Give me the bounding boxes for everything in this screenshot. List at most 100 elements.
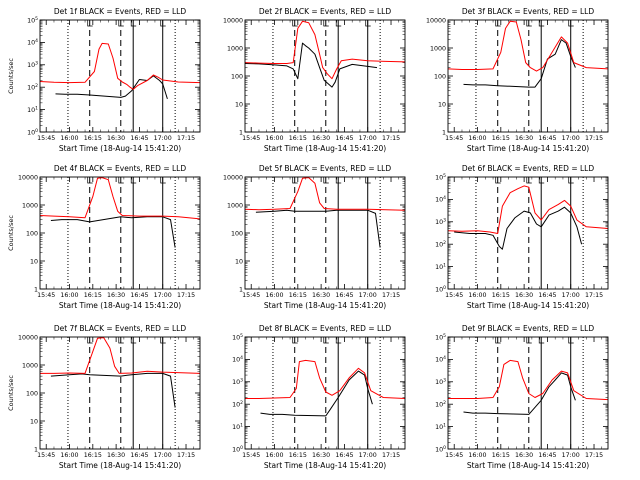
y-tick-label: 10 [438, 101, 446, 108]
x-axis-label: Start Time (18-Aug-14 15:41:20) [467, 461, 589, 470]
x-tick-label: 15:45 [445, 452, 463, 459]
y-tick-label: 100 [231, 230, 243, 237]
events-series-line [454, 206, 583, 250]
x-tick-label: 17:15 [382, 292, 400, 299]
y-tick-label: 1000 [22, 202, 38, 209]
x-tick-label: 16:45 [335, 292, 353, 299]
x-tick-label: 15:45 [37, 135, 55, 142]
plot-frame [39, 176, 201, 290]
bracket-mark [160, 337, 166, 344]
y-tick-label: 10000 [18, 174, 38, 181]
x-tick-label: 17:00 [154, 292, 172, 299]
y-tick-label: 100 [26, 390, 38, 397]
x-tick-label: 17:00 [154, 452, 172, 459]
x-tick-label: 16:45 [335, 452, 353, 459]
detector-panel: Det 8f BLACK = Events, RED = LLD Start Ti… [232, 324, 406, 470]
bracket-mark [526, 20, 532, 27]
x-tick-label: 17:15 [382, 452, 400, 459]
lld-series-line [245, 177, 405, 211]
x-tick-label: 16:00 [468, 135, 486, 142]
x-tick-label: 17:00 [562, 452, 580, 459]
bracket-mark [87, 177, 93, 184]
bracket-mark [130, 20, 137, 27]
x-axis-label: Start Time (18-Aug-14 15:41:20) [59, 301, 181, 310]
bracket-mark [495, 337, 501, 344]
x-tick-label: 17:00 [359, 452, 377, 459]
detector-panel: Det 9f BLACK = Events, RED = LLD Start Ti… [435, 324, 609, 470]
plot-frame [244, 336, 406, 450]
y-tick-label: 10000 [223, 174, 243, 181]
y-tick-label: 104 [232, 355, 243, 364]
bracket-mark [118, 20, 124, 27]
panel-title: Det 1f BLACK = Events, RED = LLD [54, 7, 187, 16]
y-tick-label: 102 [435, 240, 446, 249]
y-tick-label: 1 [239, 129, 243, 136]
y-tick-label: 10 [235, 258, 243, 265]
plot-frame [447, 176, 609, 290]
y-tick-label: 10000 [18, 334, 38, 341]
y-tick-label: 104 [27, 38, 38, 47]
y-tick-label: 1000 [430, 45, 446, 52]
x-tick-label: 16:15 [289, 292, 307, 299]
x-tick-label: 16:30 [312, 292, 330, 299]
x-tick-label: 17:00 [562, 135, 580, 142]
y-tick-label: 10000 [426, 17, 446, 24]
x-tick-label: 15:45 [242, 452, 260, 459]
x-axis-label: Start Time (18-Aug-14 15:41:20) [59, 461, 181, 470]
y-tick-label: 10 [30, 258, 38, 265]
bracket-mark [526, 337, 532, 344]
y-tick-label: 104 [435, 195, 446, 204]
bracket-mark [87, 337, 93, 344]
y-tick-label: 101 [435, 422, 446, 431]
x-tick-label: 15:45 [37, 292, 55, 299]
x-tick-label: 16:30 [312, 135, 330, 142]
x-axis-label: Start Time (18-Aug-14 15:41:20) [264, 461, 386, 470]
x-tick-label: 16:00 [265, 292, 283, 299]
events-series-line [50, 372, 176, 408]
x-tick-label: 17:15 [585, 452, 603, 459]
bracket-mark [365, 20, 371, 27]
x-tick-label: 16:45 [130, 452, 148, 459]
bracket-mark [365, 337, 371, 344]
x-tick-label: 17:15 [177, 292, 195, 299]
events-series-line [463, 372, 576, 415]
x-tick-label: 16:15 [492, 292, 510, 299]
bracket-mark [292, 20, 298, 27]
x-tick-label: 16:30 [312, 452, 330, 459]
bracket-mark [323, 337, 329, 344]
y-tick-label: 105 [27, 16, 38, 25]
detector-panel: Det 4f BLACK = Events, RED = LLD Counts/s… [7, 164, 201, 310]
y-tick-label: 104 [435, 355, 446, 364]
y-axis-label: Counts/sec [7, 58, 15, 94]
y-tick-label: 101 [232, 422, 243, 431]
y-tick-label: 105 [435, 173, 446, 182]
detector-panel: Det 6f BLACK = Events, RED = LLD Start Ti… [435, 164, 609, 310]
lld-series-line [448, 185, 608, 234]
bracket-mark [87, 20, 93, 27]
y-tick-label: 102 [435, 400, 446, 409]
bracket-mark [323, 20, 329, 27]
y-axis-label: Counts/sec [7, 215, 15, 251]
y-tick-label: 1000 [227, 45, 243, 52]
x-axis-label: Start Time (18-Aug-14 15:41:20) [264, 301, 386, 310]
bracket-mark [538, 337, 545, 344]
y-tick-label: 1 [442, 129, 446, 136]
bracket-mark [568, 337, 574, 344]
x-tick-label: 15:45 [445, 292, 463, 299]
plot-frame [447, 336, 609, 450]
y-tick-label: 103 [435, 218, 446, 227]
plot-frame [244, 19, 406, 133]
x-tick-label: 16:30 [107, 135, 125, 142]
x-tick-label: 15:45 [37, 452, 55, 459]
detector-panel: Det 1f BLACK = Events, RED = LLD Counts/s… [7, 7, 201, 153]
x-tick-label: 16:00 [265, 452, 283, 459]
bracket-mark [335, 20, 342, 27]
x-tick-label: 17:00 [562, 292, 580, 299]
y-tick-label: 105 [435, 333, 446, 342]
events-series-line [245, 42, 378, 88]
bracket-mark [118, 337, 124, 344]
panel-title: Det 9f BLACK = Events, RED = LLD [462, 324, 595, 333]
x-tick-label: 16:15 [289, 452, 307, 459]
y-tick-label: 1 [239, 286, 243, 293]
